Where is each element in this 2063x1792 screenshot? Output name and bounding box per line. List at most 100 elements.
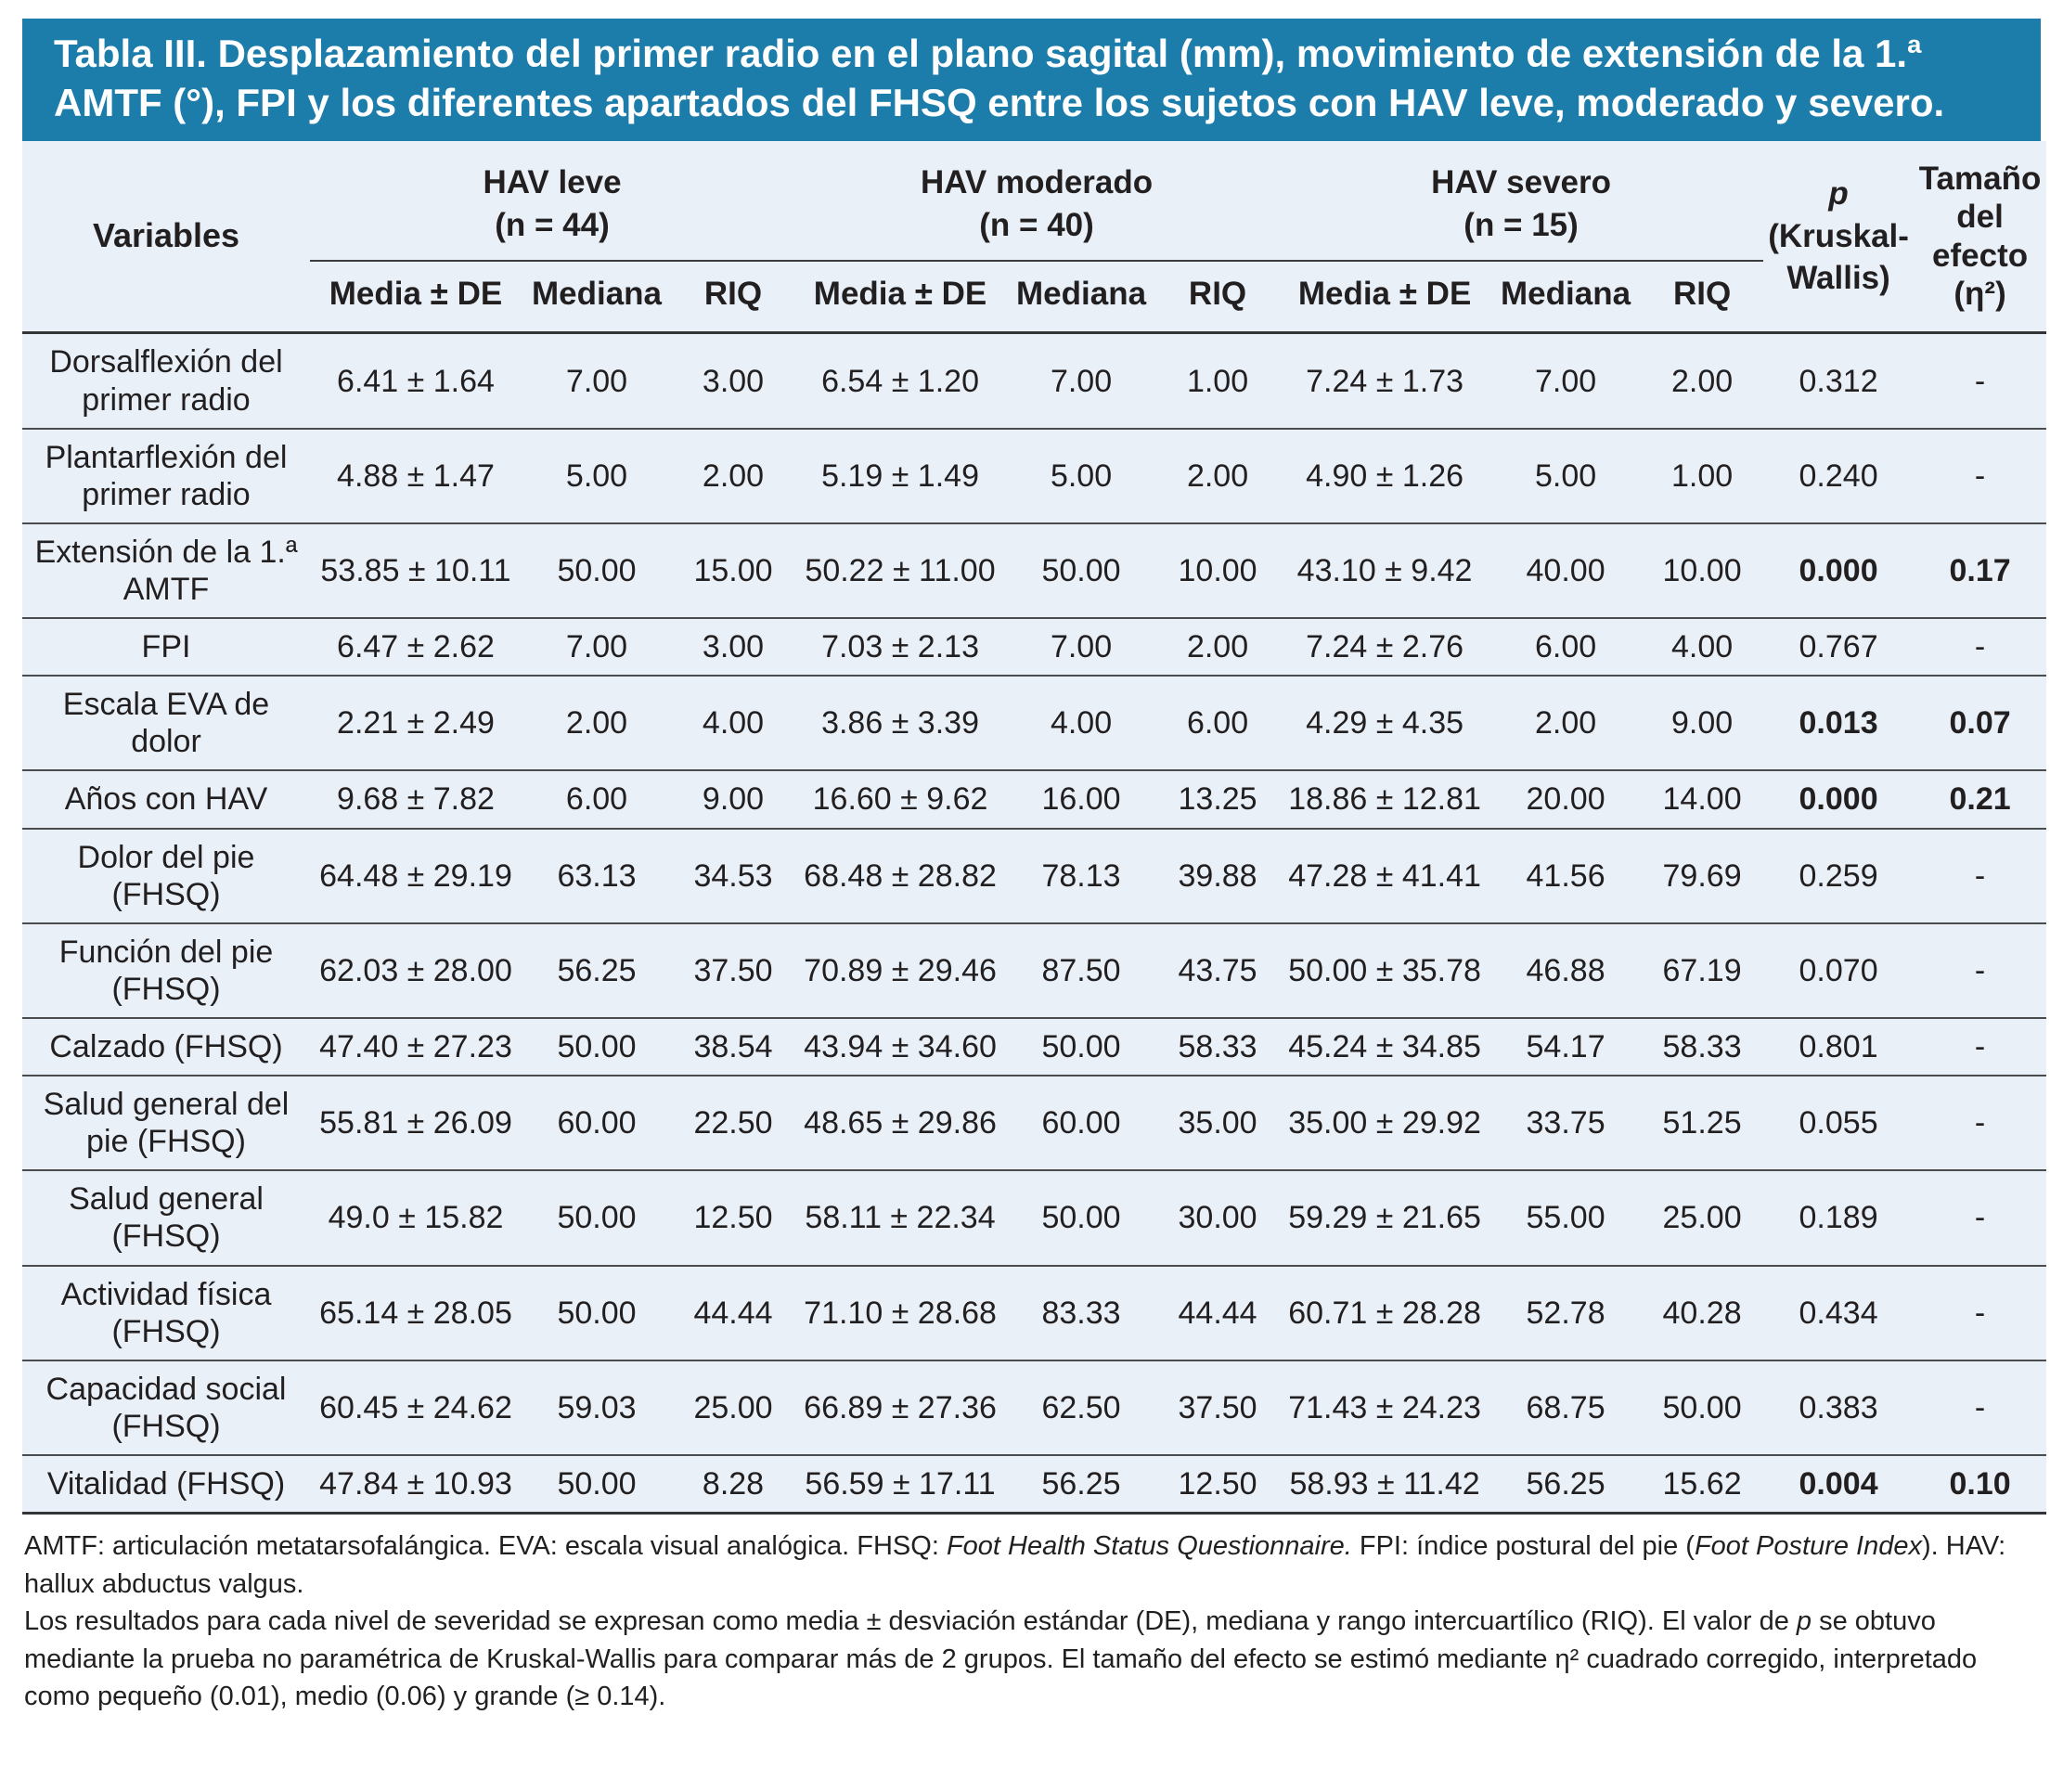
table-row: Salud general del pie (FHSQ) 55.81 ± 26.0… — [22, 1076, 2047, 1171]
stat-value: 15.62 — [1662, 1466, 1742, 1502]
p-value: 0.000 — [1799, 552, 1878, 588]
p-value: 0.434 — [1799, 1295, 1878, 1331]
stat-value: 50.00 — [1041, 552, 1121, 588]
effect-size-value: 0.21 — [1949, 781, 2011, 818]
variable-label: Calzado (FHSQ) — [49, 1029, 283, 1065]
stat-value: 68.48 ± 28.82 — [804, 857, 997, 894]
stat-value: 13.25 — [1178, 781, 1257, 818]
stat-value: 58.11 ± 22.34 — [805, 1200, 996, 1236]
stat-value: 50.00 — [557, 1200, 637, 1236]
stat-value: 47.40 ± 27.23 — [319, 1029, 512, 1065]
stat-value: 7.00 — [565, 363, 628, 399]
stat-header-mediana-moderado: Mediana — [1006, 261, 1157, 335]
stat-header-media-moderado: Media ± DE — [794, 261, 1007, 335]
stat-value: 7.00 — [1534, 363, 1597, 399]
group-label: HAV moderado — [920, 163, 1154, 200]
stat-value: 56.25 — [1041, 1466, 1121, 1502]
stat-value: 25.00 — [693, 1389, 773, 1425]
stat-value: 56.25 — [557, 952, 637, 988]
stat-value: 50.00 — [557, 1466, 637, 1502]
stat-value: 58.33 — [1178, 1029, 1257, 1065]
table-row: Salud general (FHSQ) 49.0 ± 15.82 50.00 12.… — [22, 1170, 2047, 1266]
stat-header-riq-severo: RIQ — [1641, 261, 1764, 335]
stat-value: 40.28 — [1662, 1295, 1742, 1331]
stat-value: 2.00 — [702, 458, 765, 494]
stat-value: 71.43 ± 24.23 — [1288, 1389, 1481, 1425]
stat-value: 2.00 — [1670, 363, 1734, 399]
footnote-methods: Los resultados para cada nivel de severi… — [24, 1603, 2039, 1716]
table-row: Dolor del pie (FHSQ) 64.48 ± 29.19 63.13 34… — [22, 829, 2047, 923]
variable-label: Vitalidad (FHSQ) — [46, 1466, 286, 1502]
stat-value: 53.85 ± 10.11 — [320, 552, 511, 588]
stat-value: 1.00 — [1186, 363, 1249, 399]
effect-size-value: - — [1974, 1105, 1986, 1141]
variable-label: Función del pie (FHSQ) — [58, 934, 274, 1007]
table-row: Función del pie (FHSQ) 62.03 ± 28.00 56.25… — [22, 923, 2047, 1019]
stat-value: 34.53 — [693, 857, 773, 894]
stat-value: 55.81 ± 26.09 — [319, 1105, 512, 1141]
stat-value: 45.24 ± 34.85 — [1288, 1029, 1481, 1065]
stat-value: 35.00 ± 29.92 — [1288, 1105, 1481, 1141]
table-row: Escala EVA de dolor 2.21 ± 2.49 2.00 4.00 3.… — [22, 676, 2047, 771]
table-row: Capacidad social (FHSQ) 60.45 ± 24.62 59.0… — [22, 1360, 2047, 1455]
stat-value: 64.48 ± 29.19 — [319, 857, 512, 894]
stat-value: 10.00 — [1178, 552, 1257, 588]
stat-value: 6.00 — [565, 781, 628, 818]
footnote-text: se obtuvo mediante la prueba no paramétr… — [24, 1606, 1978, 1712]
stat-value: 58.33 — [1662, 1029, 1742, 1065]
p-value: 0.801 — [1799, 1029, 1878, 1065]
stat-value: 3.00 — [702, 629, 765, 665]
table-title: Tabla III. Desplazamiento del primer rad… — [22, 19, 2041, 141]
table-row: Calzado (FHSQ) 47.40 ± 27.23 50.00 38.54 43.… — [22, 1018, 2047, 1076]
variable-label: FPI — [141, 629, 191, 665]
p-column-header: p (Kruskal-Wallis) — [1763, 140, 1915, 335]
stat-value: 16.00 — [1041, 781, 1121, 818]
stat-value: 6.41 ± 1.64 — [337, 363, 495, 399]
table-row: FPI 6.47 ± 2.62 7.00 3.00 7.03 ± 2.13 7.00 2.0… — [22, 618, 2047, 677]
stat-value: 55.00 — [1526, 1200, 1605, 1236]
stat-value: 41.56 — [1526, 857, 1605, 894]
stat-value: 66.89 ± 27.36 — [804, 1389, 997, 1425]
stat-header-media-severo: Media ± DE — [1279, 261, 1491, 335]
stat-value: 12.50 — [693, 1200, 773, 1236]
p-symbol: p — [1828, 175, 1849, 213]
stat-value: 79.69 — [1662, 857, 1742, 894]
stat-value: 48.65 ± 29.86 — [804, 1105, 997, 1141]
variable-label: Años con HAV — [64, 781, 268, 818]
footnote-text: ). HAV: hallux abductus valgus. — [24, 1531, 2006, 1599]
stat-value: 35.00 — [1178, 1105, 1257, 1141]
stat-value: 4.00 — [702, 705, 765, 741]
variable-label: Actividad física (FHSQ) — [60, 1276, 272, 1349]
p-value: 0.312 — [1799, 363, 1878, 399]
variable-label: Extensión de la 1.ª AMTF — [34, 534, 298, 608]
group-header-row: Variables HAV leve (n = 44) HAV moderado… — [22, 140, 2047, 335]
p-value: 0.259 — [1799, 857, 1878, 894]
stat-value: 46.88 — [1526, 952, 1605, 988]
stat-value: 14.00 — [1662, 781, 1742, 818]
stat-value: 6.47 ± 2.62 — [337, 629, 495, 665]
footnote-text: Los resultados para cada nivel de severi… — [24, 1606, 1797, 1637]
stat-value: 7.03 ± 2.13 — [821, 629, 979, 665]
stat-value: 3.86 ± 3.39 — [821, 705, 979, 741]
p-value: 0.013 — [1799, 705, 1878, 741]
stat-value: 6.00 — [1534, 629, 1597, 665]
stat-value: 50.00 ± 35.78 — [1288, 952, 1481, 988]
variable-label: Capacidad social (FHSQ) — [45, 1371, 287, 1444]
stat-value: 67.19 — [1662, 952, 1742, 988]
stat-value: 20.00 — [1526, 781, 1605, 818]
variable-label: Dorsalflexión del primer radio — [49, 344, 283, 418]
table-header: Variables HAV leve (n = 44) HAV moderado… — [22, 140, 2047, 335]
stat-value: 63.13 — [557, 857, 637, 894]
table-row: Dorsalflexión del primer radio 6.41 ± 1.6… — [22, 333, 2047, 429]
stat-value: 2.00 — [1534, 705, 1597, 741]
stat-value: 60.00 — [557, 1105, 637, 1141]
stat-value: 44.44 — [1178, 1295, 1257, 1331]
stat-value: 7.00 — [1050, 629, 1113, 665]
stat-value: 50.00 — [557, 552, 637, 588]
effect-size-value: - — [1974, 1029, 1986, 1065]
stat-value: 15.00 — [693, 552, 773, 588]
stat-value: 87.50 — [1041, 952, 1121, 988]
variable-label: Plantarflexión del primer radio — [45, 439, 288, 512]
stat-value: 62.50 — [1041, 1389, 1121, 1425]
p-value: 0.070 — [1799, 952, 1878, 988]
